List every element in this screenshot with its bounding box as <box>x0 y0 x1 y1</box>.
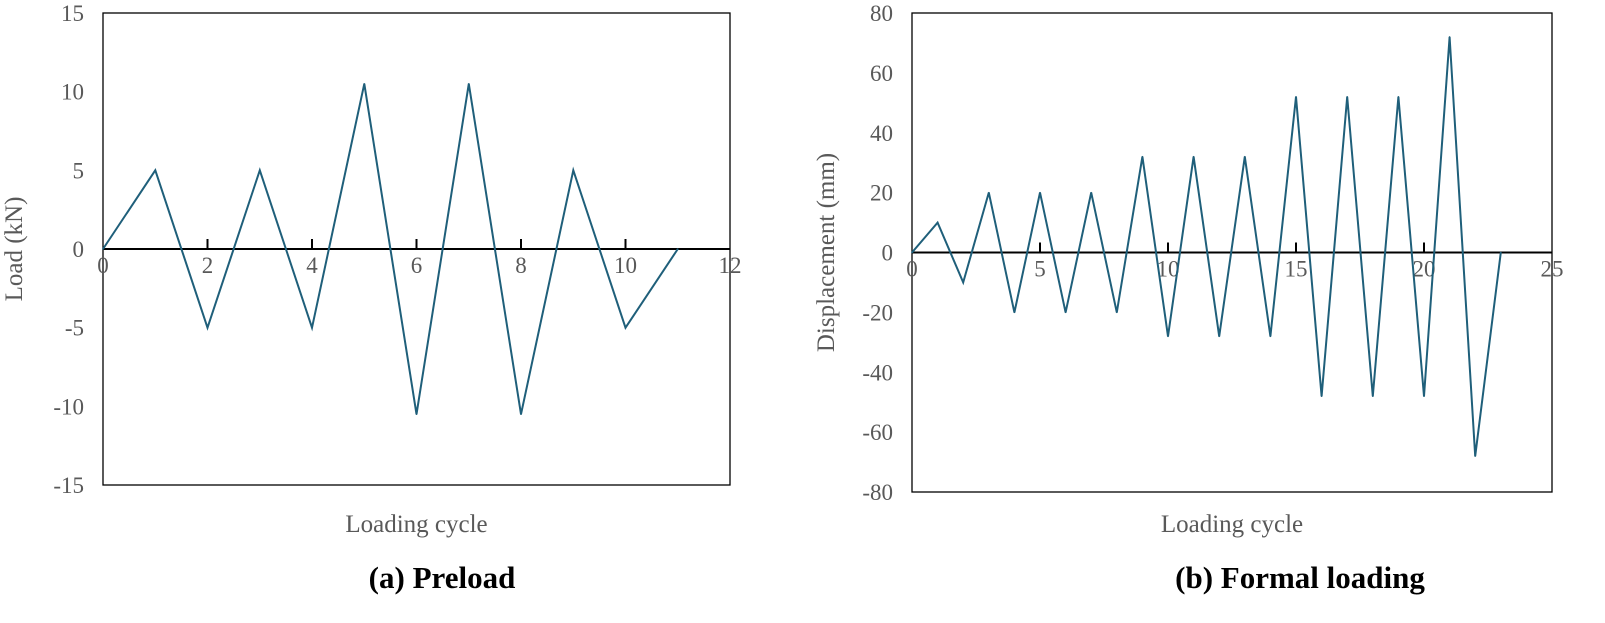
x-tick-label: 0 <box>906 257 918 282</box>
data-point <box>520 413 522 416</box>
data-point <box>1397 96 1400 98</box>
y-axis-title: Displacement (mm) <box>813 153 840 352</box>
data-point <box>1244 155 1246 158</box>
y-tick-label: 20 <box>870 181 893 206</box>
caption-b: (b) Formal loading <box>1175 560 1425 595</box>
y-tick-label: -40 <box>862 360 893 385</box>
x-tick-label: 6 <box>411 253 423 278</box>
series-line-load <box>102 83 679 415</box>
data-point <box>1372 395 1374 398</box>
y-tick-label: 0 <box>882 241 894 266</box>
data-point <box>1269 335 1272 338</box>
data-point <box>363 83 366 85</box>
series-line-displacement <box>911 36 1502 457</box>
y-tick-label: -5 <box>65 316 84 341</box>
y-axis-title: Load (kN) <box>1 197 28 302</box>
x-axis-title: Loading cycle <box>1161 511 1303 538</box>
data-point <box>102 248 104 250</box>
data-point <box>1039 191 1041 194</box>
data-point <box>154 169 157 172</box>
y-tick-label: 10 <box>61 80 84 105</box>
y-tick-label: -10 <box>53 394 84 419</box>
data-point <box>1064 311 1067 314</box>
x-axis-title: Loading cycle <box>345 511 487 538</box>
data-point <box>1192 155 1195 158</box>
data-point <box>415 413 418 416</box>
x-tick-label: 20 <box>1413 257 1436 282</box>
data-point <box>572 169 575 172</box>
caption-a: (a) Preload <box>368 560 516 595</box>
x-tick-label: 10 <box>614 253 637 278</box>
data-point <box>1090 191 1092 194</box>
data-point <box>258 169 261 172</box>
data-point <box>1320 395 1323 398</box>
chart-b: 0 5 10 15 20 25 80 60 40 20 0 -20 -40 -60 -80 Loading c… <box>813 1 1564 538</box>
y-tick-label: 0 <box>73 237 85 262</box>
data-point <box>988 191 990 194</box>
data-point <box>1346 96 1348 98</box>
x-tick-label: 25 <box>1541 257 1564 282</box>
data-point <box>1448 36 1451 38</box>
x-tick-label: 2 <box>202 253 214 278</box>
data-point <box>311 326 313 329</box>
data-point <box>962 281 964 284</box>
data-point <box>936 221 939 224</box>
data-point <box>1500 251 1502 254</box>
x-tick-label: 12 <box>719 253 742 278</box>
x-tick-label: 8 <box>515 253 527 278</box>
chart-a: 0 2 4 6 8 10 12 15 10 5 0 -5 -10 -15 Loading cycle Load… <box>1 1 742 538</box>
data-point <box>1474 455 1476 457</box>
y-tick-label: 40 <box>870 121 893 146</box>
data-point <box>1013 311 1016 314</box>
data-point <box>1423 395 1425 398</box>
y-tick-label: -80 <box>862 480 893 505</box>
x-tick-label: 5 <box>1034 257 1046 282</box>
data-point <box>1141 155 1144 158</box>
y-tick-label: -60 <box>862 420 893 445</box>
data-point <box>676 248 679 250</box>
data-point <box>911 251 913 254</box>
y-tick-label: 15 <box>61 1 84 26</box>
data-point <box>1295 96 1297 98</box>
data-point <box>1167 335 1169 338</box>
data-point <box>206 326 209 329</box>
data-point <box>1116 311 1118 314</box>
data-point <box>1218 335 1220 338</box>
y-tick-label: 5 <box>73 158 85 183</box>
x-tick-label: 10 <box>1157 257 1180 282</box>
x-tick-label: 4 <box>306 253 318 278</box>
y-tick-label: 60 <box>870 61 893 86</box>
x-tick-label: 0 <box>97 253 109 278</box>
y-tick-label: -20 <box>862 300 893 325</box>
y-tick-label: -15 <box>53 473 84 498</box>
data-point <box>467 83 470 85</box>
x-tick-label: 15 <box>1285 257 1308 282</box>
data-point <box>624 326 627 329</box>
y-tick-label: 80 <box>870 1 893 26</box>
